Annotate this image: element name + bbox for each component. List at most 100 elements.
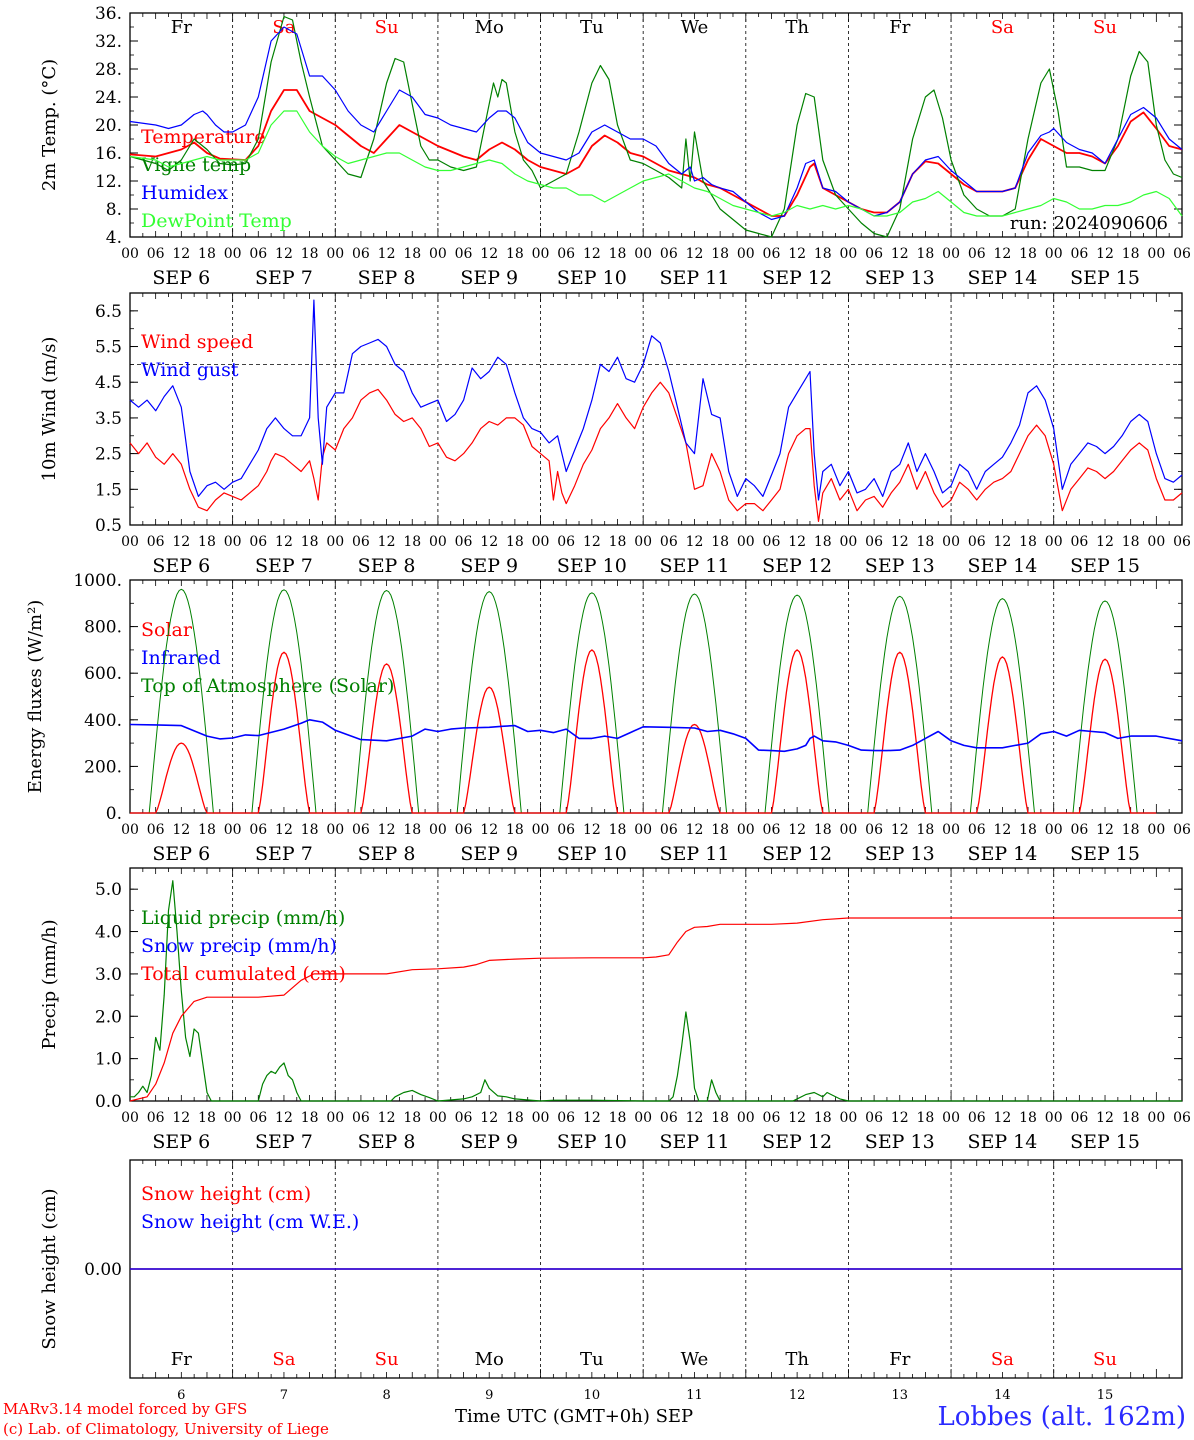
x-hour-label: 18 bbox=[609, 822, 627, 838]
x-date-label: SEP 6 bbox=[152, 555, 210, 577]
y-tick-label: 24. bbox=[95, 88, 122, 108]
x-hour-label: 12 bbox=[378, 1110, 396, 1126]
x-hour-label: 18 bbox=[917, 246, 935, 262]
y-tick-label: 28. bbox=[95, 60, 122, 80]
y-tick-label: 0.0 bbox=[95, 1092, 122, 1112]
legend-entry: Liquid precip (mm/h) bbox=[141, 907, 345, 929]
x-date-label: SEP 12 bbox=[762, 1131, 832, 1153]
x-hour-label: 12 bbox=[1096, 822, 1114, 838]
x-date-label: SEP 12 bbox=[762, 843, 832, 865]
x-hour-label: 00 bbox=[1045, 1110, 1063, 1126]
x-date-label: SEP 7 bbox=[255, 555, 313, 577]
x-hour-label: 12 bbox=[172, 1110, 190, 1126]
y-tick-label: 0.00 bbox=[84, 1260, 122, 1280]
x-date-label: SEP 11 bbox=[660, 267, 730, 289]
y-tick-label: 1.5 bbox=[95, 480, 122, 500]
legend-entry: Humidex bbox=[141, 182, 228, 204]
x-hour-label: 06 bbox=[249, 534, 267, 550]
x-hour-label: 00 bbox=[224, 1110, 242, 1126]
y-tick-label: 32. bbox=[95, 32, 122, 52]
x-hour-label: 12 bbox=[686, 822, 704, 838]
x-hour-label: 18 bbox=[917, 534, 935, 550]
day-name-label: Su bbox=[375, 1349, 399, 1370]
y-tick-label: 4. bbox=[106, 228, 122, 248]
series-line-total-cumulated-cm- bbox=[129, 917, 1182, 1102]
legend-entry: Wind gust bbox=[141, 359, 239, 381]
x-hour-label: 00 bbox=[1045, 822, 1063, 838]
x-hour-label: 18 bbox=[711, 534, 729, 550]
day-name-label: Fr bbox=[171, 1349, 192, 1370]
panel-precip: 5.0 4.0 3.0 2.0 1.0 0.0 Precip (mm/h) 00 06 12 18 0… bbox=[39, 867, 1191, 1153]
x-hour-label: 06 bbox=[660, 246, 678, 262]
x-date-label: SEP 12 bbox=[762, 555, 832, 577]
legend-entry: Total cumulated (cm) bbox=[141, 963, 346, 985]
x-hour-label: 18 bbox=[1122, 534, 1140, 550]
day-name-label: Sa bbox=[272, 1349, 295, 1370]
x-hour-label: 06 bbox=[1070, 822, 1088, 838]
y-tick-label: 800. bbox=[84, 618, 122, 638]
x-date-label: SEP 6 bbox=[152, 843, 210, 865]
x-date-label: SEP 13 bbox=[865, 1131, 935, 1153]
x-hour-label: 18 bbox=[1019, 534, 1037, 550]
x-hour-label: 06 bbox=[968, 246, 986, 262]
x-hour-label: 00 bbox=[737, 822, 755, 838]
x-hour-label: 06 bbox=[455, 1110, 473, 1126]
series-line-dewpoint-temp bbox=[129, 110, 1183, 217]
x-hour-label: 00 bbox=[1147, 1110, 1165, 1126]
x-date-label: SEP 7 bbox=[255, 267, 313, 289]
x-hour-label: 18 bbox=[506, 822, 524, 838]
x-date-label: SEP 14 bbox=[967, 267, 1037, 289]
x-hour-label: 12 bbox=[1096, 534, 1114, 550]
x-date-label: SEP 10 bbox=[557, 267, 627, 289]
x-hour-label: 00 bbox=[942, 246, 960, 262]
x-hour-label: 06 bbox=[557, 534, 575, 550]
x-hour-label: 18 bbox=[198, 534, 216, 550]
x-hour-label: 12 bbox=[480, 822, 498, 838]
x-hour-label: 18 bbox=[609, 1110, 627, 1126]
day-number-label: 9 bbox=[485, 1388, 493, 1403]
x-hour-label: 06 bbox=[865, 534, 883, 550]
x-hour-label: 06 bbox=[865, 246, 883, 262]
x-hour-label: 18 bbox=[198, 822, 216, 838]
y-axis-label: 2m Temp. (°C) bbox=[39, 59, 60, 191]
x-hour-label: 06 bbox=[249, 246, 267, 262]
x-hour-label: 00 bbox=[532, 246, 550, 262]
x-date-label: SEP 13 bbox=[865, 555, 935, 577]
x-hour-label: 12 bbox=[480, 1110, 498, 1126]
x-hour-label: 06 bbox=[352, 1110, 370, 1126]
x-hour-label: 00 bbox=[121, 534, 139, 550]
series-line-solar bbox=[130, 649, 1157, 814]
x-hour-label: 12 bbox=[891, 534, 909, 550]
x-hour-label: 06 bbox=[660, 822, 678, 838]
x-hour-label: 06 bbox=[352, 534, 370, 550]
day-name-label: Fr bbox=[889, 17, 910, 38]
panel-wind: 6.5 5.5 4.5 3.5 2.5 1.5 0.5 10m Wind (m/s) 00 06 1… bbox=[39, 292, 1191, 577]
x-date-label: SEP 8 bbox=[358, 1131, 416, 1153]
x-hour-label: 18 bbox=[711, 246, 729, 262]
x-hour-label: 00 bbox=[224, 246, 242, 262]
x-hour-label: 18 bbox=[814, 1110, 832, 1126]
x-hour-label: 12 bbox=[686, 246, 704, 262]
x-hour-label: 12 bbox=[172, 534, 190, 550]
x-date-label: SEP 11 bbox=[660, 843, 730, 865]
x-hour-label: 18 bbox=[301, 1110, 319, 1126]
station-name: Lobbes (alt. 162m) bbox=[937, 1402, 1186, 1432]
y-tick-label: 3.0 bbox=[95, 965, 122, 985]
x-hour-label: 06 bbox=[1173, 1110, 1191, 1126]
legend-entry: Top of Atmosphere (Solar) bbox=[141, 675, 394, 697]
x-date-label: SEP 10 bbox=[557, 1131, 627, 1153]
x-hour-label: 18 bbox=[1122, 1110, 1140, 1126]
x-date-label: SEP 8 bbox=[358, 555, 416, 577]
x-date-label: SEP 14 bbox=[967, 843, 1037, 865]
x-hour-label: 12 bbox=[788, 534, 806, 550]
x-hour-label: 18 bbox=[917, 1110, 935, 1126]
x-hour-label: 06 bbox=[147, 246, 165, 262]
x-date-label: SEP 13 bbox=[865, 843, 935, 865]
x-hour-label: 06 bbox=[865, 1110, 883, 1126]
x-hour-label: 00 bbox=[942, 822, 960, 838]
x-hour-label: 00 bbox=[224, 534, 242, 550]
legend-entry: Snow height (cm W.E.) bbox=[141, 1211, 359, 1233]
x-hour-label: 00 bbox=[429, 246, 447, 262]
x-hour-label: 00 bbox=[429, 1110, 447, 1126]
y-tick-label: 600. bbox=[84, 664, 122, 684]
